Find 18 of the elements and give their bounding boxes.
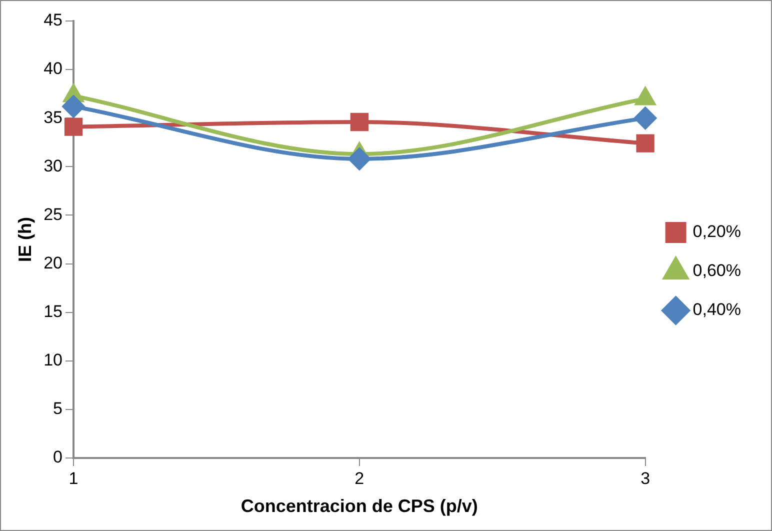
legend-label: 0,40% <box>692 300 741 320</box>
x-axis-title: Concentracion de CPS (p/v) <box>240 496 478 516</box>
y-tick-label: 45 <box>44 10 63 30</box>
y-tick-label: 0 <box>53 448 63 467</box>
y-tick-label: 15 <box>44 302 63 322</box>
legend-label: 0,20% <box>692 222 741 242</box>
y-tick-label: 20 <box>44 253 63 272</box>
x-tick-label: 2 <box>354 468 364 488</box>
y-axis-title: IE (h) <box>14 217 35 262</box>
y-tick-label: 25 <box>44 204 63 224</box>
x-tick-label: 3 <box>640 468 650 488</box>
y-tick-label: 35 <box>44 108 63 127</box>
y-tick-label: 40 <box>44 59 63 78</box>
y-tick-label: 30 <box>44 156 63 176</box>
y-tick-label: 5 <box>53 399 63 418</box>
x-tick-label: 1 <box>68 468 78 488</box>
y-tick-label: 10 <box>44 350 63 370</box>
legend-label: 0,60% <box>692 261 741 280</box>
